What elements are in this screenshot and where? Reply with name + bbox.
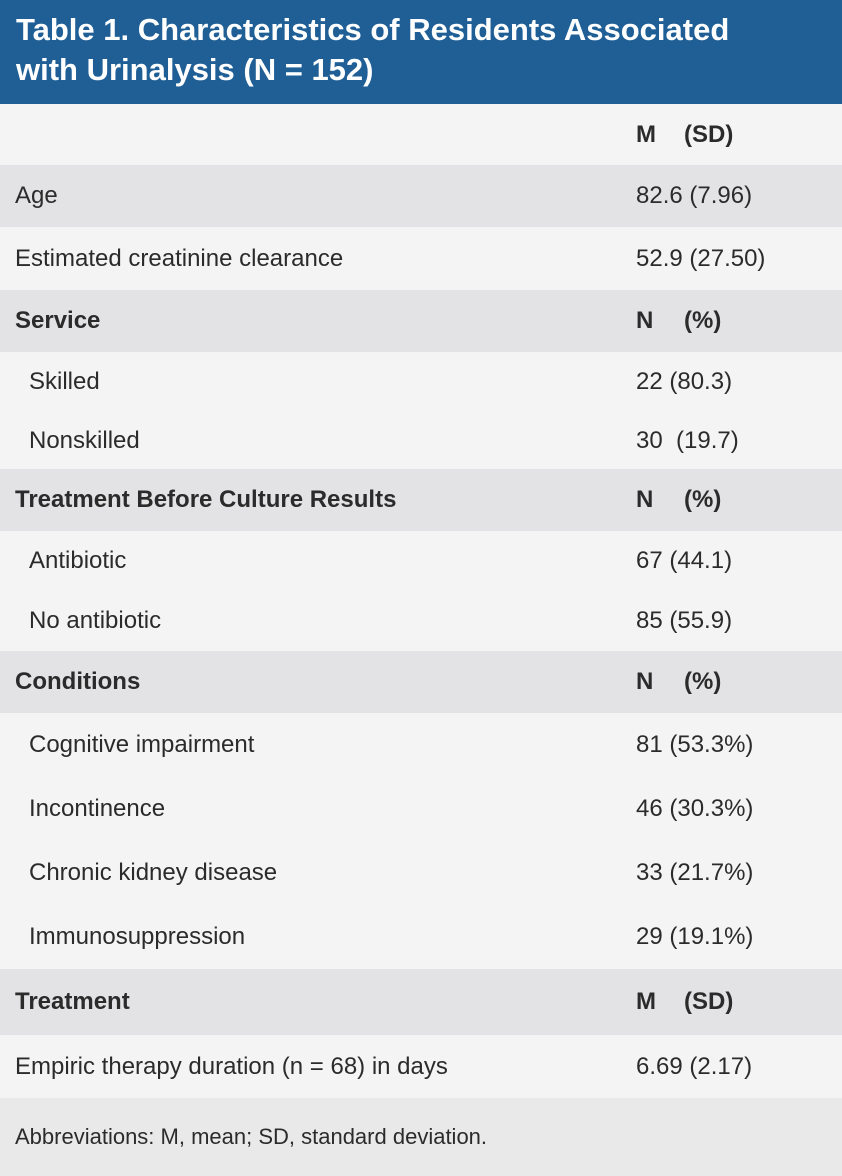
table-row-chronic-kidney-disease: Chronic kidney disease 33 (21.7%) [0,841,842,905]
table-title-line-2: with Urinalysis (N = 152) [16,52,374,87]
row-label: Nonskilled [29,426,140,454]
row-value: 67 (44.1) [636,547,733,574]
table-title-line-1: Table 1. Characteristics of Residents As… [16,12,730,47]
section-stat: N [636,486,654,513]
section-stat: M [636,988,656,1015]
column-header-stat: M [636,120,656,148]
table-row-incontinence: Incontinence 46 (30.3%) [0,777,842,841]
section-stat-unit: (%) [684,307,722,334]
section-stat-unit: (SD) [684,988,734,1015]
section-label: Service [15,307,101,334]
row-value: 81 (53.3%) [636,731,754,758]
section-stat-unit: (%) [684,486,722,513]
section-stat-header: M (SD) [636,988,842,1016]
row-value: 52.9 (27.50) [636,244,766,272]
column-header-value: M (SD) [636,121,842,149]
row-label: Cognitive impairment [29,731,255,758]
section-header-service: Service N (%) [0,290,842,352]
column-header-dispersion: (SD) [684,120,734,148]
section-label: Treatment [15,988,130,1015]
section-stat-unit: (%) [684,668,722,695]
section-header-conditions: Conditions N (%) [0,651,842,713]
row-label: Incontinence [29,795,166,822]
section-stat-header: N (%) [636,486,842,514]
section-stat: N [636,307,654,334]
section-stat: N [636,668,654,695]
section-label: Treatment Before Culture Results [15,486,397,513]
table-row-empiric-therapy-duration: Empiric therapy duration (n = 68) in day… [0,1035,842,1098]
row-label: Immunosuppression [29,923,246,950]
table-row-no-antibiotic: No antibiotic 85 (55.9) [0,591,842,651]
table-row-antibiotic: Antibiotic 67 (44.1) [0,531,842,591]
row-value: 33 (21.7%) [636,859,754,886]
table-row-nonskilled: Nonskilled 30 (19.7) [0,412,842,469]
section-header-treatment-before-culture: Treatment Before Culture Results N (%) [0,469,842,531]
row-label: Skilled [29,368,100,395]
row-value: 82.6 (7.96) [636,182,753,209]
row-label: No antibiotic [29,607,162,634]
row-label: Antibiotic [29,547,127,574]
table-row-cognitive-impairment: Cognitive impairment 81 (53.3%) [0,713,842,777]
row-value: 85 (55.9) [636,607,733,634]
section-label: Conditions [15,668,141,695]
row-label: Estimated creatinine clearance [15,244,344,272]
table-title: Table 1. Characteristics of Residents As… [0,0,842,104]
row-value: 22 (80.3) [636,368,733,395]
row-value: 6.69 (2.17) [636,1052,753,1080]
row-label: Chronic kidney disease [29,859,278,886]
row-label: Age [15,182,58,209]
row-value: 29 (19.1%) [636,923,754,950]
table-row-age: Age 82.6 (7.96) [0,165,842,227]
row-label: Empiric therapy duration (n = 68) in day… [15,1052,448,1080]
table-row-skilled: Skilled 22 (80.3) [0,352,842,412]
section-stat-header: N (%) [636,307,842,335]
section-header-treatment: Treatment M (SD) [0,969,842,1035]
column-header-row: M (SD) [0,104,842,165]
row-value: 30 (19.7) [636,426,739,454]
table-body: M (SD) Age 82.6 (7.96) Estimated creatini… [0,104,842,1098]
table-footnote: Abbreviations: M, mean; SD, standard dev… [0,1098,842,1176]
row-value: 46 (30.3%) [636,795,754,822]
table-row-immunosuppression: Immunosuppression 29 (19.1%) [0,905,842,969]
table-row-creatinine-clearance: Estimated creatinine clearance 52.9 (27.… [0,227,842,290]
section-stat-header: N (%) [636,668,842,696]
